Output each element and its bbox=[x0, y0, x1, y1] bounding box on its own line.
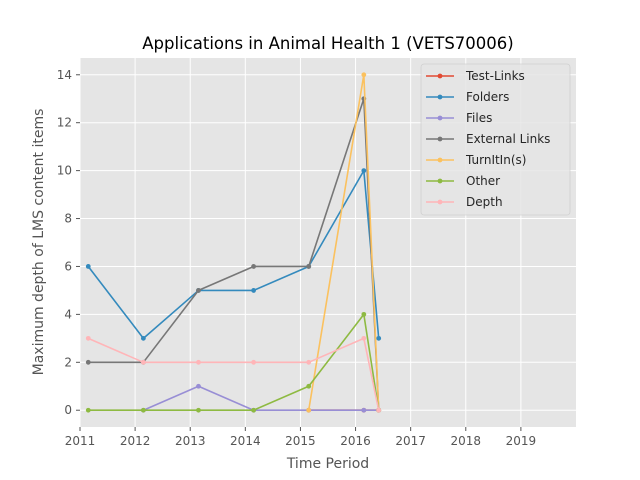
legend-swatch-marker bbox=[437, 94, 443, 100]
x-tick-label: 2017 bbox=[395, 434, 426, 448]
data-point bbox=[196, 407, 201, 413]
data-point bbox=[376, 335, 382, 341]
x-tick-label: 2018 bbox=[451, 434, 482, 448]
legend-label: Depth bbox=[466, 195, 503, 209]
chart-title: Applications in Animal Health 1 (VETS700… bbox=[142, 34, 513, 53]
legend-item-external-links: External Links bbox=[426, 132, 550, 146]
y-tick-label: 14 bbox=[57, 68, 72, 82]
x-tick-label: 2019 bbox=[506, 434, 537, 448]
y-tick-label: 10 bbox=[57, 164, 72, 178]
x-tick-label: 2014 bbox=[230, 434, 261, 448]
data-point bbox=[196, 359, 201, 365]
data-point bbox=[85, 335, 91, 341]
data-point bbox=[361, 335, 367, 341]
data-point bbox=[85, 264, 91, 269]
data-point bbox=[376, 407, 382, 413]
legend-swatch-marker bbox=[437, 178, 443, 184]
legend: Test-Links Folders Files External Links Turn… bbox=[420, 63, 571, 216]
legend-label: TurnItIn(s) bbox=[465, 153, 526, 167]
legend-swatch-marker bbox=[437, 115, 443, 121]
y-tick-label: 0 bbox=[64, 403, 72, 417]
data-point bbox=[85, 359, 91, 365]
legend-item-turnitin-s: TurnItIn(s) bbox=[426, 153, 526, 167]
y-axis-label: Maximum depth of LMS content items bbox=[31, 109, 47, 376]
data-point bbox=[85, 407, 91, 413]
data-point bbox=[361, 311, 367, 317]
y-tick-label: 2 bbox=[64, 355, 72, 369]
x-tick-label: 2011 bbox=[65, 434, 96, 448]
data-point bbox=[140, 359, 146, 365]
data-point bbox=[306, 383, 312, 389]
data-point bbox=[306, 359, 312, 365]
legend-swatch-marker bbox=[437, 136, 443, 142]
data-point bbox=[251, 288, 256, 293]
data-point bbox=[140, 335, 146, 341]
legend-label: External Links bbox=[466, 132, 550, 146]
series-depth bbox=[85, 335, 382, 413]
legend-label: Other bbox=[466, 174, 500, 188]
legend-item-other: Other bbox=[426, 174, 500, 188]
data-point bbox=[140, 407, 146, 413]
data-point bbox=[251, 264, 256, 269]
x-axis-label: Time Period bbox=[286, 456, 369, 472]
x-tick-label: 2012 bbox=[120, 434, 151, 448]
legend-label: Files bbox=[466, 111, 492, 125]
y-tick-label: 8 bbox=[64, 212, 72, 226]
data-point bbox=[251, 359, 256, 365]
x-tick-label: 2015 bbox=[285, 434, 316, 448]
data-point bbox=[361, 168, 367, 174]
legend-item-test-links: Test-Links bbox=[426, 69, 525, 83]
legend-item-files: Files bbox=[426, 111, 492, 125]
legend-swatch-marker bbox=[437, 199, 443, 205]
data-point bbox=[196, 383, 201, 389]
series-line bbox=[143, 385, 379, 412]
data-point bbox=[361, 407, 367, 413]
y-tick-label: 6 bbox=[64, 259, 72, 273]
data-point bbox=[306, 407, 312, 413]
data-point bbox=[251, 407, 256, 413]
data-point bbox=[306, 264, 312, 269]
legend-label: Folders bbox=[466, 90, 509, 104]
legend-box bbox=[420, 63, 571, 216]
y-tick-label: 4 bbox=[64, 307, 72, 321]
legend-swatch-marker bbox=[437, 157, 443, 163]
data-point bbox=[196, 288, 201, 293]
x-tick-label: 2016 bbox=[340, 434, 371, 448]
legend-label: Test-Links bbox=[465, 69, 525, 83]
axis-ticks: 2011 2012 2013 2014 2015 2016 2017 2018 2019 0 2 4 6… bbox=[57, 68, 536, 448]
legend-item-folders: Folders bbox=[426, 90, 509, 104]
legend-item-depth: Depth bbox=[426, 195, 503, 209]
x-tick-label: 2013 bbox=[175, 434, 206, 448]
legend-swatch-marker bbox=[437, 73, 443, 79]
y-tick-label: 12 bbox=[57, 116, 72, 130]
series-layer bbox=[85, 72, 382, 413]
data-point bbox=[361, 72, 367, 78]
